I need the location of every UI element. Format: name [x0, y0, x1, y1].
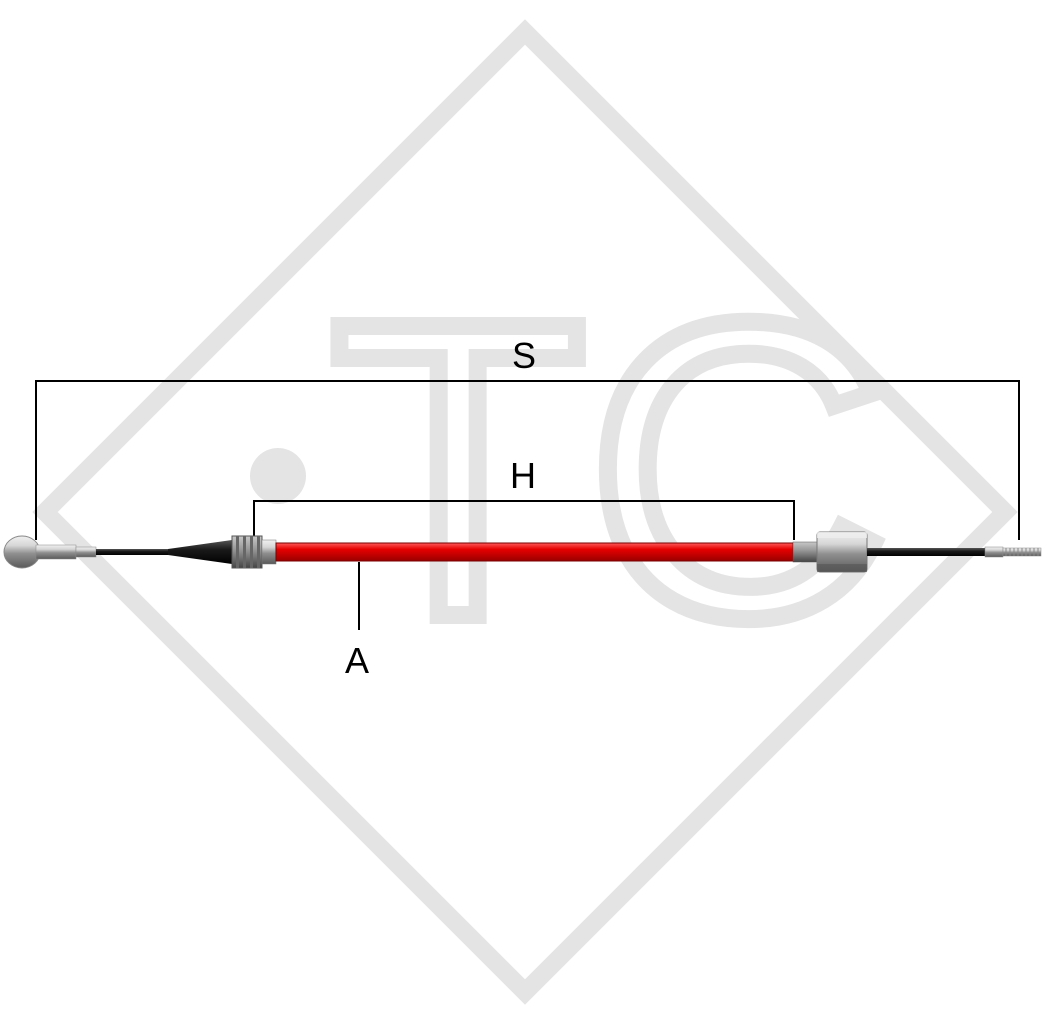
dimension-h-label: H	[510, 455, 536, 497]
watermark-text: TC	[330, 236, 890, 705]
inner-cable-right	[867, 548, 985, 556]
ball-shank	[36, 545, 76, 559]
dimension-a-vline	[358, 562, 360, 630]
left-collar	[262, 540, 276, 564]
right-step	[985, 547, 1003, 557]
ball-end	[4, 536, 40, 568]
left-cone	[168, 540, 232, 564]
inner-cable-left	[96, 549, 168, 555]
red-sheath	[276, 543, 793, 561]
cable-assembly	[0, 492, 1051, 612]
right-crimp	[793, 542, 817, 562]
dimension-s-label: S	[512, 335, 536, 377]
dimension-a-label: A	[345, 640, 369, 682]
dimension-s-hline	[35, 380, 1020, 382]
diagram-canvas: TC S H	[0, 0, 1051, 1024]
